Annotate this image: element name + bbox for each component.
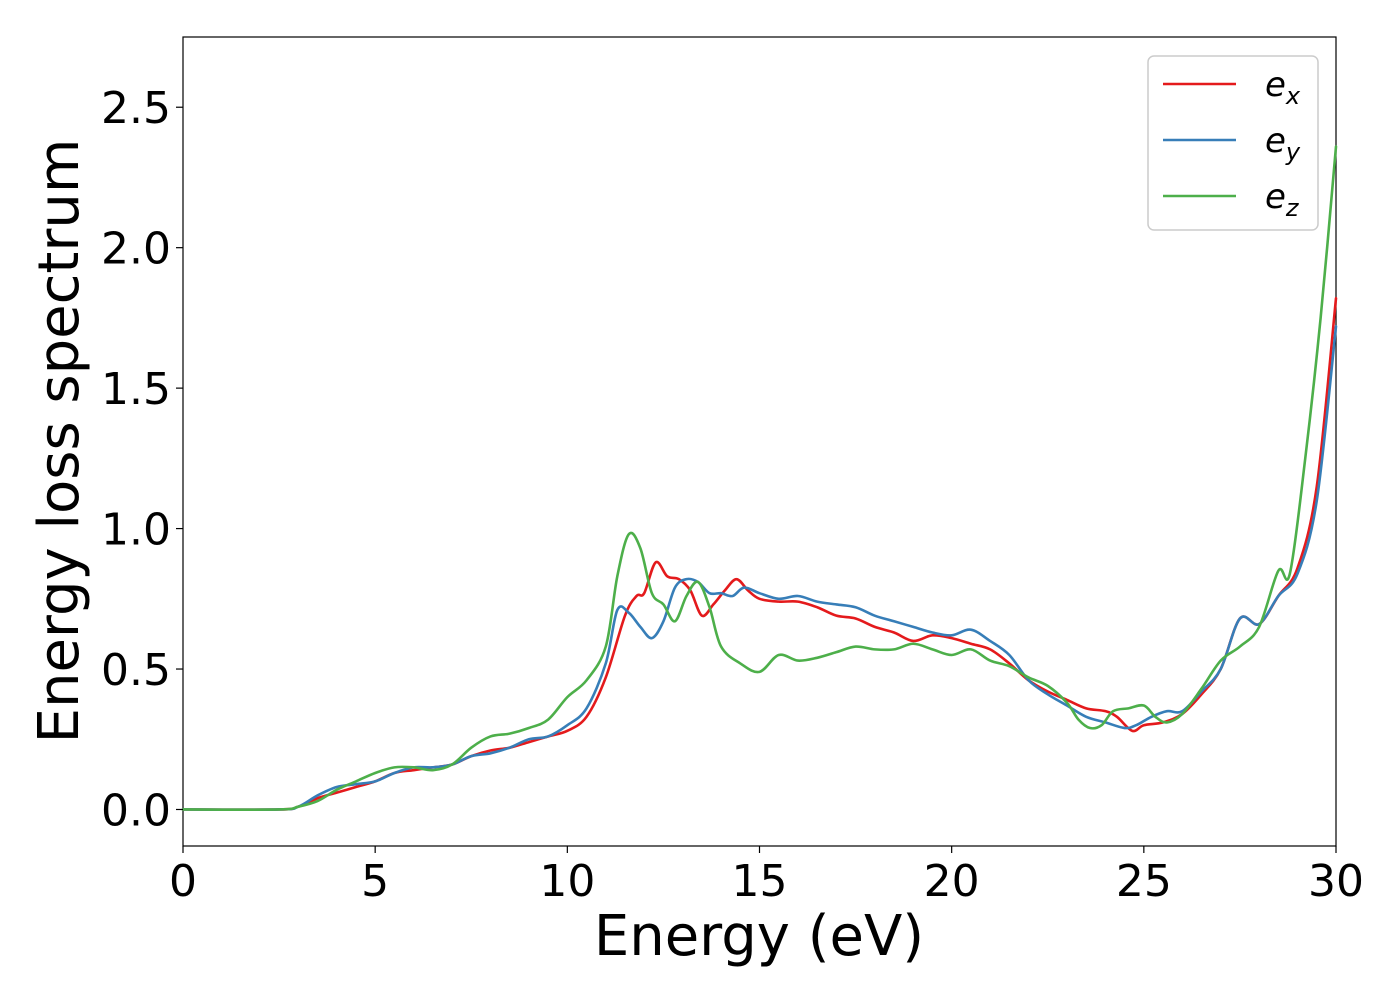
y-tick-label: 2.5: [101, 83, 171, 134]
y-tick-label: 1.5: [101, 364, 171, 415]
y-axis-title: Energy loss spectrum: [27, 139, 92, 744]
legend-label-main: e: [1265, 177, 1286, 217]
legend-label-sub: x: [1285, 82, 1301, 110]
legend-label-z: ez: [1265, 177, 1300, 222]
series-layer: [181, 145, 1338, 811]
y-axis: 0.0 0.5 1.0 1.5 2.0 2.5: [101, 83, 183, 836]
y-tick-label: 1.0: [101, 505, 171, 556]
legend-label-main: e: [1265, 65, 1286, 105]
x-tick-label: 15: [732, 856, 788, 907]
y-tick-label: 0.5: [101, 645, 171, 696]
x-tick-label: 25: [1116, 856, 1172, 907]
legend-label-sub: z: [1285, 194, 1300, 222]
x-axis-title: Energy (eV): [594, 904, 924, 969]
legend-label-y: ey: [1265, 121, 1301, 166]
series-line-z: [181, 145, 1338, 811]
x-tick-label: 0: [169, 856, 197, 907]
legend-label-sub: y: [1285, 138, 1301, 166]
x-tick-label: 30: [1308, 856, 1364, 907]
y-tick-label: 0.0: [101, 785, 171, 836]
plot-area: [182, 36, 1337, 847]
legend-frame: [1147, 55, 1319, 231]
legend-label-main: e: [1265, 121, 1286, 161]
legend-label-x: ex: [1265, 65, 1301, 110]
x-tick-label: 5: [361, 856, 389, 907]
x-tick-label: 20: [924, 856, 980, 907]
x-tick-label: 10: [539, 856, 595, 907]
y-tick-label: 2.0: [101, 224, 171, 275]
x-axis: 0 5 10 15 20 25 30: [169, 846, 1364, 907]
